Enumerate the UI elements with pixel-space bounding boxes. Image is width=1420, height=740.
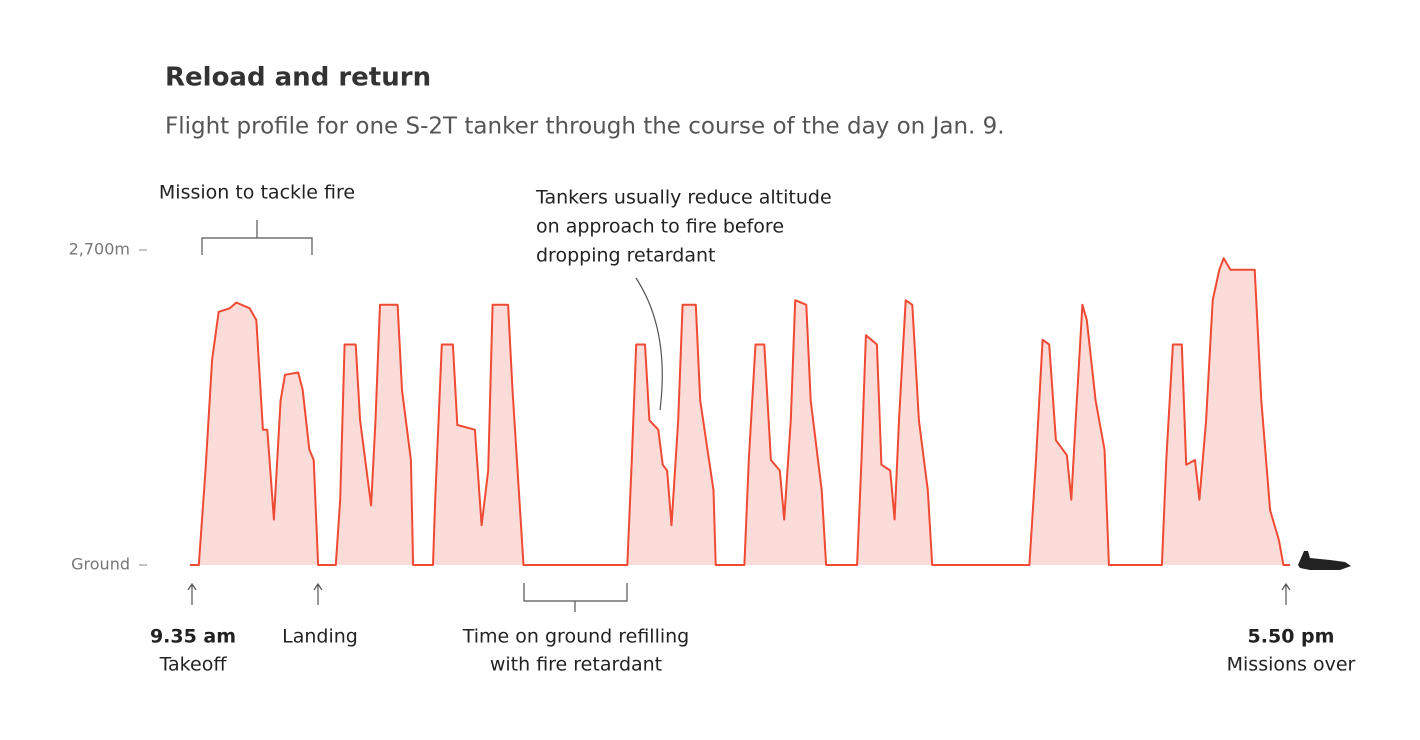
annotation: Takeoff [159, 654, 228, 676]
arrow [187, 582, 197, 605]
y-tick-label: Ground [71, 555, 130, 574]
area-fill [190, 258, 1290, 565]
y-tick-label: 2,700m [69, 240, 130, 259]
annotation: Mission to tackle fire [159, 182, 355, 204]
altitude-line [190, 257, 1290, 566]
annotation: Tankers usually reduce altitude [535, 187, 832, 209]
annotation: Missions over [1227, 654, 1356, 676]
leader-line [635, 277, 663, 411]
annotation: 5.50 pm [1248, 626, 1335, 648]
arrow [313, 582, 323, 605]
plane-icon [1298, 551, 1351, 570]
chart-subtitle: Flight profile for one S-2T tanker throu… [165, 114, 1005, 140]
annotation: Time on ground refilling [462, 626, 690, 648]
annotation: 9.35 am [150, 626, 236, 648]
chart-title: Reload and return [165, 63, 431, 93]
bracket [201, 220, 313, 255]
bracket [523, 583, 628, 612]
annotation: with fire retardant [490, 654, 662, 676]
annotation: on approach to fire before [536, 216, 784, 238]
annotation: Landing [282, 626, 358, 648]
arrow [1281, 582, 1291, 605]
annotation: dropping retardant [536, 245, 715, 267]
